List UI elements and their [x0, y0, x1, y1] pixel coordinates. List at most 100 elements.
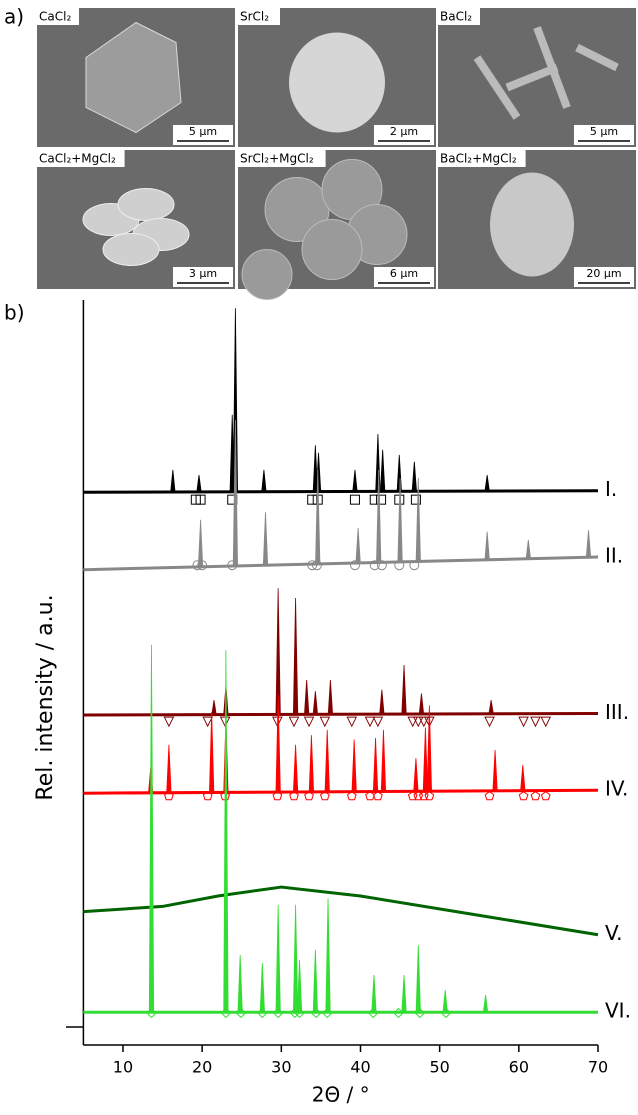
crystal	[85, 21, 182, 134]
marker	[220, 1007, 232, 1019]
marker	[146, 1007, 157, 1019]
crystal	[575, 43, 619, 72]
peak	[352, 469, 358, 492]
y-axis-label: Rel. intensity / a.u.	[33, 594, 58, 800]
peak	[484, 531, 490, 561]
x-tick-label: 20	[192, 1058, 212, 1077]
crystal	[490, 172, 574, 277]
peak	[325, 898, 331, 1013]
marker	[393, 1007, 404, 1019]
scale-box	[574, 267, 634, 287]
label-box	[37, 150, 125, 167]
peak	[211, 700, 217, 715]
marker	[288, 716, 300, 728]
marker	[294, 1007, 305, 1019]
peak	[304, 679, 310, 715]
peak	[411, 461, 417, 492]
series-label: IV.	[605, 777, 628, 801]
marker	[346, 716, 358, 728]
marker	[376, 560, 387, 571]
marker	[407, 716, 419, 728]
marker	[518, 716, 529, 728]
marker	[414, 1007, 426, 1019]
scale-label: 20 µm	[586, 267, 621, 280]
marker	[195, 494, 206, 505]
peak	[488, 700, 494, 715]
marker	[304, 791, 314, 801]
peak	[492, 749, 498, 792]
marker	[227, 560, 238, 571]
marker	[202, 716, 214, 728]
marker	[409, 560, 420, 571]
image-label: BaCl₂+MgCl₂	[440, 152, 517, 166]
peak	[296, 960, 303, 1013]
marker	[418, 716, 430, 728]
marker	[530, 791, 541, 801]
marker	[163, 716, 175, 728]
peak	[197, 519, 204, 568]
peak	[209, 711, 215, 793]
marker	[394, 560, 405, 571]
peak	[166, 744, 172, 794]
peak	[525, 539, 531, 560]
peak	[232, 419, 239, 567]
peak	[170, 469, 176, 493]
x-tick-label: 10	[113, 1058, 133, 1077]
image-label: BaCl₂	[440, 10, 472, 24]
marker	[322, 1007, 333, 1019]
marker	[319, 791, 330, 801]
marker	[530, 716, 541, 728]
x-tick-label: 60	[509, 1058, 529, 1077]
scale-box	[574, 125, 634, 145]
peak	[415, 945, 421, 1013]
marker	[272, 1007, 284, 1019]
crystal	[117, 188, 175, 221]
peak	[380, 729, 387, 792]
series-label: V.	[605, 921, 622, 945]
baseline	[83, 885, 599, 937]
marker	[540, 716, 552, 728]
peak	[351, 739, 357, 793]
series-label: II.	[605, 544, 623, 568]
marker	[440, 1007, 452, 1019]
peak	[413, 758, 419, 792]
baseline	[83, 555, 599, 572]
marker	[311, 560, 322, 571]
marker	[364, 716, 376, 728]
scale-box	[173, 125, 233, 145]
xrd-chart: 10 20 30 40 50 60 70 2Θ / ° Rel. intensity / a.u…	[33, 300, 631, 1107]
panel-label: b)	[4, 301, 25, 325]
image-label: CaCl₂	[39, 10, 71, 24]
marker	[372, 716, 384, 728]
x-tick-label: 50	[429, 1058, 449, 1077]
x-tick-label: 40	[350, 1058, 370, 1077]
marker	[367, 1007, 379, 1019]
marker	[310, 1007, 322, 1019]
label-box	[438, 150, 526, 167]
marker	[349, 560, 360, 571]
crystal	[473, 55, 521, 120]
peak	[482, 995, 489, 1013]
marker	[484, 716, 495, 728]
peak	[327, 679, 334, 715]
peak	[397, 478, 403, 563]
peak	[315, 469, 321, 565]
peak	[371, 974, 377, 1013]
peak	[148, 644, 155, 1013]
peak	[401, 974, 407, 1013]
peak	[379, 689, 385, 715]
marker	[289, 791, 299, 801]
crystal	[102, 233, 160, 266]
marker	[164, 791, 174, 801]
peak	[484, 475, 490, 492]
scale-box	[173, 267, 233, 287]
baseline	[83, 711, 599, 717]
scale-label: 5 µm	[590, 125, 618, 138]
peak	[396, 454, 402, 492]
peak	[355, 527, 361, 564]
peak	[259, 963, 265, 1013]
peak	[237, 954, 243, 1013]
marker	[369, 560, 380, 571]
marker	[418, 791, 429, 801]
scale-box	[374, 267, 434, 287]
